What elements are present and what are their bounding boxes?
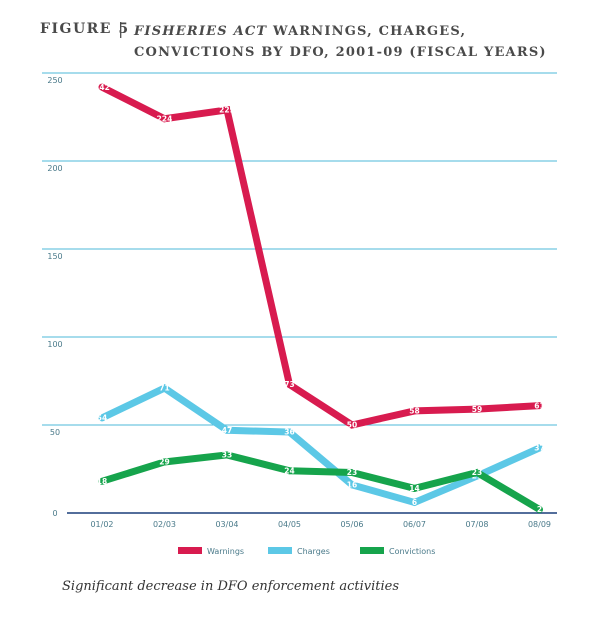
data-point-convictions bbox=[98, 477, 106, 485]
legend-swatch-convictions bbox=[360, 547, 384, 554]
data-point-convictions bbox=[286, 467, 293, 475]
data-label-charges: 71 bbox=[159, 384, 169, 393]
x-tick-label: 04/05 bbox=[278, 520, 301, 529]
y-tick-label: 100 bbox=[47, 340, 62, 349]
data-point-charges bbox=[223, 426, 231, 434]
data-label-convictions: 33 bbox=[222, 451, 232, 460]
data-point-convictions bbox=[536, 505, 543, 513]
data-label-warnings: 61 bbox=[534, 401, 544, 410]
y-tick-label: 150 bbox=[47, 252, 62, 261]
data-point-convictions bbox=[411, 484, 418, 492]
x-tick-label: 05/06 bbox=[340, 520, 363, 529]
x-tick-label: 02/03 bbox=[153, 520, 176, 529]
figure-caption: Significant decrease in DFO enforcement … bbox=[62, 579, 399, 594]
legend-label-warnings: Warnings bbox=[207, 547, 244, 556]
data-point-warnings bbox=[98, 83, 106, 91]
data-label-warnings: 242 bbox=[94, 83, 110, 92]
data-point-charges bbox=[348, 481, 356, 489]
series-line-charges bbox=[100, 384, 541, 507]
series-line-warnings bbox=[100, 83, 540, 429]
data-label-convictions: 24 bbox=[284, 466, 294, 475]
data-point-charges bbox=[411, 498, 418, 506]
data-point-convictions bbox=[223, 451, 231, 459]
data-point-warnings bbox=[161, 115, 168, 123]
data-label-warnings: 59 bbox=[472, 405, 482, 414]
data-point-charges bbox=[98, 414, 106, 422]
data-label-warnings: 229 bbox=[219, 106, 235, 115]
data-point-convictions bbox=[161, 458, 168, 466]
x-tick-label: 06/07 bbox=[403, 520, 426, 529]
data-label-warnings: 58 bbox=[409, 407, 419, 416]
x-tick-label: 03/04 bbox=[215, 520, 238, 529]
chart-title-rest: WARNINGS, CHARGES, CONVICTIONS BY DFO, 2… bbox=[134, 24, 547, 60]
chart-title: FISHERIES ACT WARNINGS, CHARGES, CONVICT… bbox=[134, 21, 574, 63]
data-label-charges: 54 bbox=[97, 414, 107, 423]
data-label-charges: 47 bbox=[222, 426, 232, 435]
x-tick-label: 01/02 bbox=[90, 520, 113, 529]
x-tick-label: 07/08 bbox=[465, 520, 488, 529]
data-point-warnings bbox=[473, 405, 481, 413]
data-point-warnings bbox=[536, 402, 543, 410]
data-label-convictions: 23 bbox=[472, 468, 482, 477]
y-tick-label: 0 bbox=[52, 509, 57, 518]
data-point-warnings bbox=[223, 106, 231, 114]
data-point-convictions bbox=[473, 469, 481, 477]
data-point-charges bbox=[536, 444, 543, 452]
chart-title-italic: FISHERIES ACT bbox=[134, 24, 268, 39]
figure-number: FIGURE 5 bbox=[40, 21, 130, 37]
data-label-convictions: 2 bbox=[537, 505, 542, 514]
data-label-charges: 36 bbox=[284, 428, 294, 437]
data-label-convictions: 23 bbox=[347, 468, 357, 477]
data-label-convictions: 14 bbox=[409, 484, 419, 493]
data-point-charges bbox=[161, 384, 168, 392]
legend-swatch-warnings bbox=[178, 547, 202, 554]
data-point-warnings bbox=[286, 381, 293, 389]
data-point-convictions bbox=[348, 469, 356, 477]
data-point-warnings bbox=[348, 421, 356, 429]
data-label-warnings: 50 bbox=[347, 421, 357, 430]
legend-swatch-charges bbox=[268, 547, 292, 554]
legend-label-charges: Charges bbox=[297, 547, 330, 556]
data-label-warnings: 224 bbox=[157, 114, 173, 123]
y-tick-label: 250 bbox=[47, 76, 62, 85]
title-separator: | bbox=[118, 19, 124, 38]
data-label-convictions: 29 bbox=[159, 458, 169, 467]
data-point-charges bbox=[286, 428, 293, 436]
series-line-convictions bbox=[100, 451, 542, 513]
data-label-charges: 6 bbox=[412, 498, 417, 507]
x-tick-label: 08/09 bbox=[528, 520, 551, 529]
data-label-charges: 16 bbox=[347, 481, 357, 490]
y-tick-label: 50 bbox=[50, 428, 60, 437]
legend-label-convictions: Convictions bbox=[389, 547, 435, 556]
data-label-charges: 37 bbox=[534, 444, 544, 453]
y-tick-label: 200 bbox=[47, 164, 62, 173]
data-point-warnings bbox=[411, 407, 418, 415]
data-label-convictions: 18 bbox=[97, 477, 107, 486]
data-label-warnings: 73 bbox=[284, 380, 294, 389]
